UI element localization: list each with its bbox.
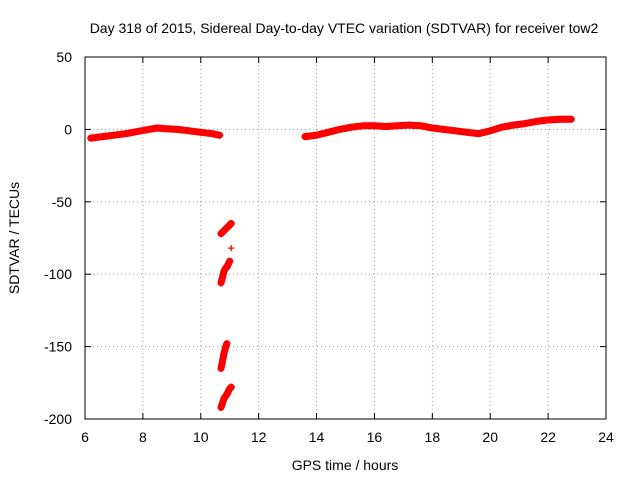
x-tick-label: 8 [139,429,147,445]
data-point [228,245,235,252]
data-point [225,259,233,267]
x-tick-label: 14 [309,429,325,445]
data-point [226,220,234,228]
x-tick-label: 18 [425,429,441,445]
x-tick-label: 12 [251,429,267,445]
plot-frame [84,56,607,420]
axis-ticks: 6 8 10 12 14 16 18 20 22 24 50 0 -50 -100 -150 -200 [44,49,614,445]
data-point [226,385,234,393]
x-tick-label: 20 [482,429,498,445]
y-tick-label: -100 [44,266,72,282]
y-axis-label: SDTVAR / TECUs [6,182,22,294]
data-point [227,220,235,228]
y-tick-label: 50 [56,49,72,65]
chart-title: Day 318 of 2015, Sidereal Day-to-day VTE… [90,20,599,36]
data-point [567,115,575,123]
x-tick-label: 24 [598,429,614,445]
y-tick-label: -150 [44,339,72,355]
data-point [227,383,235,391]
y-tick-label: 0 [64,121,72,137]
x-tick-label: 6 [81,429,89,445]
data-point [216,131,224,139]
x-tick-label: 16 [367,429,383,445]
data-point [226,384,234,392]
data-points [87,115,575,411]
data-point [226,221,234,229]
y-tick-label: -200 [44,411,72,427]
x-tick-label: 10 [193,429,209,445]
grid [85,57,606,419]
x-axis-label: GPS time / hours [292,457,399,473]
data-point [223,340,231,348]
y-tick-label: -50 [52,194,72,210]
data-point [226,257,234,265]
x-tick-label: 22 [540,429,556,445]
